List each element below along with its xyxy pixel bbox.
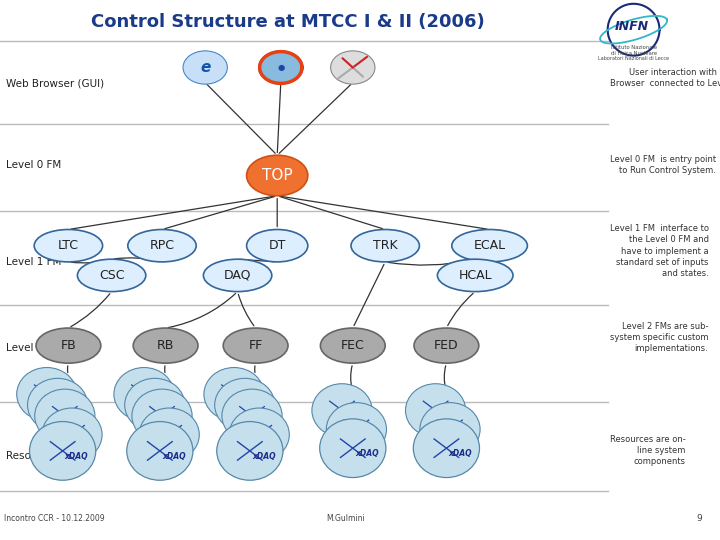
Ellipse shape [17, 368, 77, 421]
Text: Istituto Nazionale
di Fisica Nucleare: Istituto Nazionale di Fisica Nucleare [611, 45, 657, 56]
Text: FEC: FEC [341, 339, 364, 352]
Text: RB: RB [157, 339, 174, 352]
Ellipse shape [312, 384, 372, 437]
Ellipse shape [215, 379, 275, 431]
Ellipse shape [127, 422, 193, 480]
Text: FF: FF [248, 339, 263, 352]
Text: HCAL: HCAL [459, 269, 492, 282]
Text: LTC: LTC [58, 239, 79, 252]
Text: 9: 9 [696, 514, 702, 523]
Text: M.Gulmini: M.Gulmini [326, 514, 365, 523]
Text: xDAQ: xDAQ [449, 449, 472, 458]
Ellipse shape [438, 259, 513, 292]
Text: Resources: Resources [6, 451, 59, 461]
Ellipse shape [320, 328, 385, 363]
Text: Control Structure at MTCC I & II (2006): Control Structure at MTCC I & II (2006) [91, 12, 485, 31]
Ellipse shape [128, 230, 196, 262]
Ellipse shape [139, 408, 199, 461]
Ellipse shape [413, 419, 480, 477]
Ellipse shape [246, 156, 308, 195]
Text: Level 2 FM: Level 2 FM [6, 343, 61, 353]
Ellipse shape [452, 230, 527, 262]
Ellipse shape [30, 422, 96, 480]
Text: e: e [200, 60, 210, 75]
Ellipse shape [414, 328, 479, 363]
Text: FED: FED [434, 339, 459, 352]
Text: DAQ: DAQ [224, 269, 251, 282]
Ellipse shape [217, 422, 283, 480]
Ellipse shape [114, 368, 174, 421]
Circle shape [258, 51, 303, 84]
Ellipse shape [36, 328, 101, 363]
Ellipse shape [420, 403, 480, 456]
Text: Laboratori Nazionali di Lecce: Laboratori Nazionali di Lecce [598, 56, 669, 60]
Text: xDAQ: xDAQ [252, 452, 276, 461]
Text: Incontro CCR - 10.12.2009: Incontro CCR - 10.12.2009 [4, 514, 104, 523]
Ellipse shape [78, 259, 145, 292]
Text: xDAQ: xDAQ [65, 452, 89, 461]
Text: xDAQ: xDAQ [162, 452, 186, 461]
Ellipse shape [246, 230, 308, 262]
Text: TRK: TRK [373, 239, 397, 252]
Text: Level 2 FMs are sub-
system specific custom
implementations.: Level 2 FMs are sub- system specific cus… [610, 322, 708, 353]
Ellipse shape [204, 368, 264, 421]
Text: Web Browser (GUI): Web Browser (GUI) [6, 79, 104, 89]
Ellipse shape [326, 403, 387, 456]
Text: RPC: RPC [150, 239, 174, 252]
Ellipse shape [27, 379, 88, 431]
Text: Resources are on-
line system
components: Resources are on- line system components [610, 435, 685, 467]
Ellipse shape [42, 408, 102, 461]
Text: CSC: CSC [99, 269, 125, 282]
Ellipse shape [223, 328, 288, 363]
Ellipse shape [229, 408, 289, 461]
Text: xDAQ: xDAQ [355, 449, 379, 458]
Ellipse shape [405, 384, 466, 437]
Ellipse shape [35, 230, 103, 262]
Text: INFN: INFN [615, 21, 649, 33]
Ellipse shape [132, 389, 192, 442]
Text: TOP: TOP [262, 168, 292, 183]
Text: DT: DT [269, 239, 286, 252]
Ellipse shape [204, 259, 272, 292]
Ellipse shape [125, 379, 185, 431]
Text: ECAL: ECAL [474, 239, 505, 252]
Ellipse shape [35, 389, 95, 442]
Circle shape [183, 51, 228, 84]
Text: User interaction with Web
Browser  connected to Level 0
FM.: User interaction with Web Browser connec… [610, 68, 720, 99]
Circle shape [330, 51, 375, 84]
Ellipse shape [320, 419, 386, 477]
Text: Level 1 FM  interface to
the Level 0 FM and
have to implement a
standard set of : Level 1 FM interface to the Level 0 FM a… [610, 225, 708, 278]
Text: ●: ● [277, 63, 284, 72]
Text: Level 0 FM: Level 0 FM [6, 160, 61, 170]
Text: Level 1 FM: Level 1 FM [6, 257, 61, 267]
Text: FB: FB [60, 339, 76, 352]
Ellipse shape [351, 230, 419, 262]
Text: Level 0 FM  is entry point
to Run Control System.: Level 0 FM is entry point to Run Control… [610, 154, 716, 175]
Ellipse shape [133, 328, 198, 363]
Ellipse shape [222, 389, 282, 442]
